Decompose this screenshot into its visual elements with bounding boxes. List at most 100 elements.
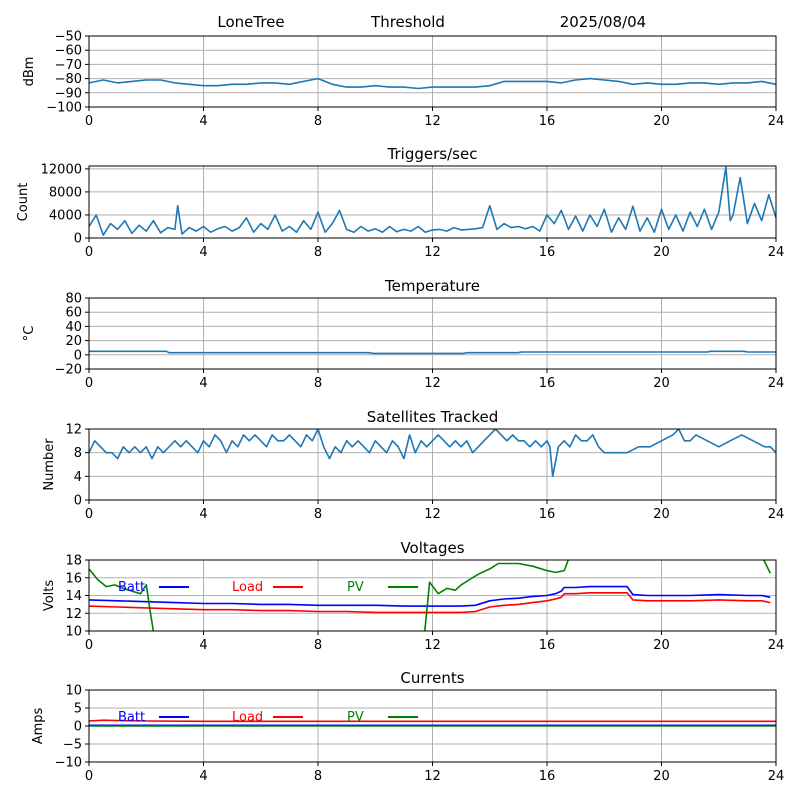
y-tick-label: −90: [55, 86, 82, 101]
legend-label-pv: PV: [347, 580, 364, 595]
y-tick-label: 16: [65, 571, 82, 586]
x-tick-label: 16: [539, 638, 556, 653]
x-tick-label: 8: [314, 769, 322, 784]
x-tick-label: 8: [314, 638, 322, 653]
x-tick-label: 16: [539, 769, 556, 784]
y-tick-label: 0: [74, 720, 82, 735]
series-line-temperature-0: [89, 350, 776, 355]
y-axis-label: Count: [16, 183, 31, 222]
x-tick-label: 8: [314, 376, 322, 391]
series-line-threshold-0: [89, 77, 776, 90]
panel-threshold: 0 4 8 12 16 20 24 −100−90−80−70−60−50 dBm: [22, 30, 784, 130]
y-tick-label: −100: [46, 101, 82, 116]
x-tick-label: 20: [653, 376, 670, 391]
x-tick-label: 16: [539, 114, 556, 129]
y-tick-label: 20: [65, 334, 82, 349]
x-tick-label: 20: [653, 638, 670, 653]
legend-label-batt: Batt: [118, 710, 145, 725]
series-line-voltages-load: [89, 591, 771, 614]
x-tick-label: 8: [314, 507, 322, 522]
y-tick-label: 10: [65, 684, 82, 699]
series-line-satellites-0: [89, 429, 776, 478]
x-tick-label: 24: [768, 638, 785, 653]
header-mode: Threshold: [370, 13, 445, 31]
panel-title: Triggers/sec: [387, 145, 478, 163]
panel-title: Voltages: [400, 539, 464, 557]
x-tick-label: 0: [85, 507, 93, 522]
panel-title: Temperature: [384, 277, 480, 295]
x-tick-label: 0: [85, 638, 93, 653]
x-tick-label: 4: [199, 376, 207, 391]
x-tick-label: 12: [424, 245, 441, 260]
panel-satellites: 0 4 8 12 16 20 24 0 4 8 12 Satellites Tracked Number: [42, 408, 784, 522]
x-tick-label: 16: [539, 245, 556, 260]
y-tick-label: 5: [74, 702, 82, 717]
x-tick-label: 4: [199, 245, 207, 260]
legend-label-batt: Batt: [118, 580, 145, 595]
y-tick-label: −70: [55, 58, 82, 73]
legend-label-load: Load: [232, 710, 263, 725]
y-tick-label: −10: [55, 756, 82, 771]
x-tick-label: 20: [653, 114, 670, 129]
y-tick-label: 60: [65, 306, 82, 321]
y-tick-label: 10: [65, 625, 82, 640]
y-tick-label: 8: [74, 446, 82, 461]
header-date: 2025/08/04: [560, 13, 646, 31]
x-tick-label: 20: [653, 245, 670, 260]
y-axis-label: °C: [22, 326, 37, 342]
x-tick-label: 12: [424, 114, 441, 129]
series-line-voltages-batt: [89, 585, 771, 607]
y-tick-label: 80: [65, 292, 82, 307]
x-tick-label: 8: [314, 114, 322, 129]
x-tick-label: 4: [199, 114, 207, 129]
series-line-triggers-0: [89, 166, 776, 236]
x-tick-label: 0: [85, 114, 93, 129]
y-tick-label: −50: [55, 30, 82, 45]
y-tick-label: −5: [63, 738, 82, 753]
series-line-currents-load: [89, 719, 776, 723]
x-tick-label: 20: [653, 507, 670, 522]
x-tick-label: 4: [199, 769, 207, 784]
y-tick-label: 12: [65, 423, 82, 438]
y-tick-label: 4000: [49, 208, 82, 223]
y-tick-label: −60: [55, 44, 82, 59]
x-tick-label: 16: [539, 507, 556, 522]
y-axis-label: dBm: [22, 57, 37, 87]
y-tick-label: 14: [65, 589, 82, 604]
x-tick-label: 8: [314, 245, 322, 260]
panel-title: Satellites Tracked: [367, 408, 498, 426]
header-site: LoneTree: [217, 13, 284, 31]
x-tick-label: 24: [768, 507, 785, 522]
y-tick-label: 0: [74, 232, 82, 247]
panel-triggers: 0 4 8 12 16 20 24 0 4000 8000 12000 Triggers/sec Cou…: [16, 145, 784, 260]
x-tick-label: 24: [768, 769, 785, 784]
x-tick-label: 4: [199, 507, 207, 522]
x-tick-label: 12: [424, 638, 441, 653]
y-axis-label: Volts: [42, 580, 57, 612]
legend-label-load: Load: [232, 580, 263, 595]
y-tick-label: 40: [65, 320, 82, 335]
y-axis-label: Amps: [31, 707, 46, 744]
x-tick-label: 0: [85, 769, 93, 784]
y-tick-label: 18: [65, 554, 82, 569]
y-tick-label: 12: [65, 607, 82, 622]
x-tick-label: 0: [85, 376, 93, 391]
x-tick-label: 20: [653, 769, 670, 784]
y-tick-label: −20: [55, 363, 82, 378]
panel-currents: 0 4 8 12 16 20 24 −10 −5 0 5 10 Currents Amps Batt Load…: [31, 669, 784, 784]
x-tick-label: 24: [768, 376, 785, 391]
panel-title: Currents: [400, 669, 464, 687]
x-tick-label: 16: [539, 376, 556, 391]
x-tick-label: 0: [85, 245, 93, 260]
y-tick-label: −80: [55, 72, 82, 87]
x-tick-label: 24: [768, 114, 785, 129]
y-axis-label: Number: [42, 438, 57, 491]
x-tick-label: 12: [424, 376, 441, 391]
y-tick-label: 0: [74, 494, 82, 509]
legend-label-pv: PV: [347, 710, 364, 725]
x-tick-label: 4: [199, 638, 207, 653]
panel-voltages: 0 4 8 12 16 20 24 10 12 14 16 18 Voltages Volts Batt Lo…: [42, 539, 784, 653]
y-tick-label: 4: [74, 470, 82, 485]
